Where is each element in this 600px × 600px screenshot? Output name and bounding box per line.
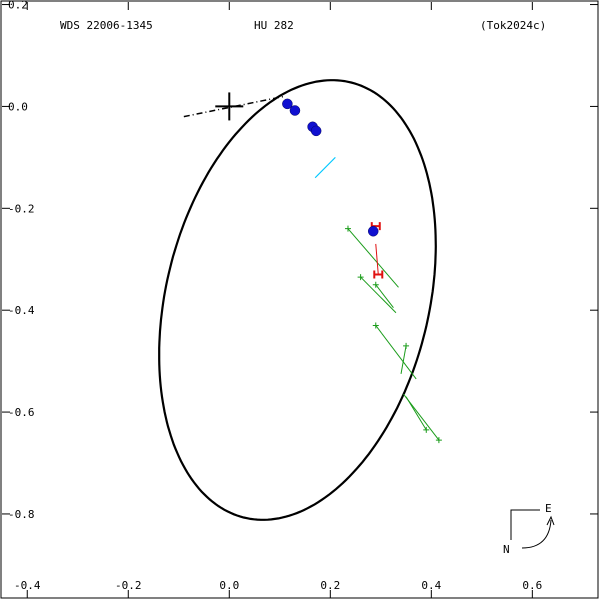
compass-north: N — [503, 543, 510, 556]
y-tick-label: -0.4 — [8, 304, 35, 317]
y-axis-ticks: 0.2 0.0 -0.2 -0.4 -0.6 -0.8 — [2, 0, 598, 521]
orbit-ellipse — [158, 79, 437, 521]
y-tick-label: -0.2 — [8, 202, 35, 215]
y-tick-label: -0.6 — [8, 406, 35, 419]
micrometer-point — [372, 322, 379, 329]
speckle-point — [373, 270, 384, 279]
micrometer-measures — [344, 225, 442, 444]
speckle-residual-line — [375, 243, 379, 275]
x-tick-label: -0.2 — [115, 579, 142, 592]
compass-arrowhead — [546, 515, 555, 526]
x-axis-ticks: -0.4 -0.2 0.0 0.2 0.4 0.6 — [14, 2, 542, 598]
filled-measure-point — [289, 105, 301, 116]
y-tick-label: 0.0 — [8, 100, 28, 113]
filled-measures — [282, 98, 379, 237]
filled-measure-point — [282, 98, 293, 110]
x-tick-label: 0.0 — [219, 579, 239, 592]
y-tick-label: -0.8 — [8, 508, 35, 521]
micrometer-residual-line — [360, 276, 397, 314]
primary-star-cross — [215, 92, 244, 121]
header-right: (Tok2024c) — [480, 19, 546, 32]
x-tick-label: 0.6 — [522, 579, 542, 592]
micrometer-residual-line — [347, 228, 399, 288]
micrometer-point — [435, 437, 442, 444]
micrometer-residual-line — [403, 393, 440, 441]
y-tick-label: 0.2 — [8, 0, 28, 12]
micrometer-point — [372, 281, 379, 288]
compass-east: E — [545, 502, 552, 515]
micrometer-residual-line — [375, 325, 417, 380]
micrometer-point — [403, 342, 410, 349]
x-tick-label: 0.4 — [421, 579, 441, 592]
filled-measure-point — [367, 225, 379, 237]
x-tick-label: -0.4 — [14, 579, 41, 592]
micrometer-point — [344, 225, 351, 232]
periastron-marker — [314, 156, 336, 179]
micrometer-residual-line — [400, 345, 407, 374]
line-of-nodes — [183, 95, 285, 118]
compass-arrow — [521, 519, 552, 549]
header-left: WDS 22006-1345 — [60, 19, 153, 32]
compass: N E — [503, 502, 555, 556]
micrometer-residual-line — [375, 284, 394, 308]
micrometer-point — [357, 274, 364, 281]
x-tick-label: 0.2 — [320, 579, 340, 592]
compass-axes — [510, 509, 540, 540]
filled-measure-point — [310, 125, 322, 137]
header-center: HU 282 — [254, 19, 294, 32]
micrometer-point — [423, 426, 430, 433]
